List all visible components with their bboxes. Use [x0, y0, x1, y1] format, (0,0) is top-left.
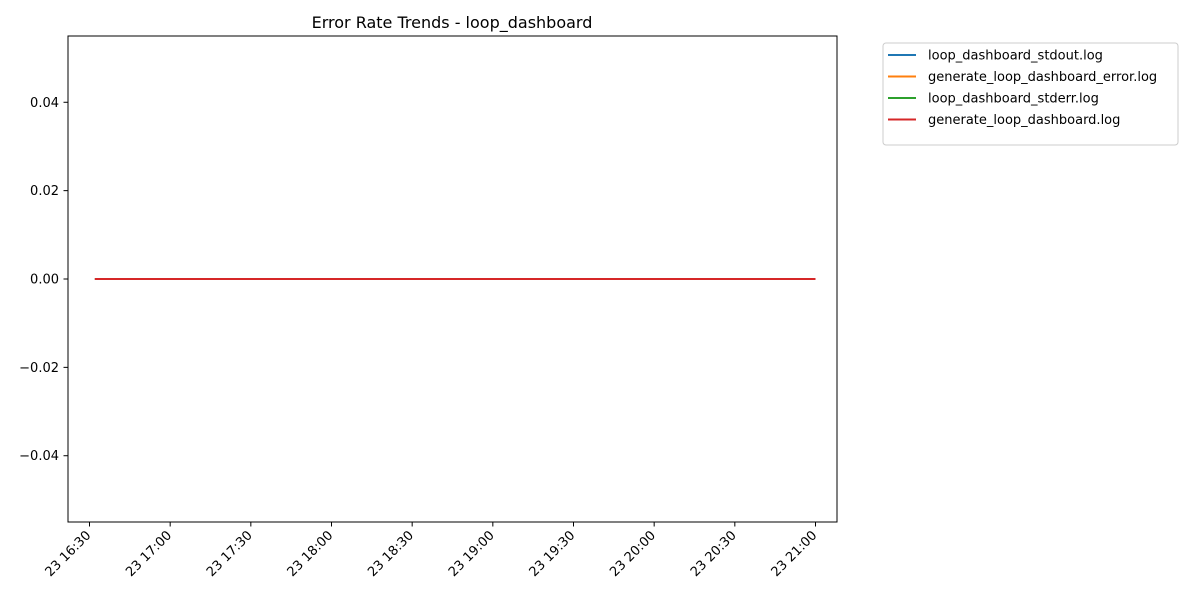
y-tick-label: 0.00 — [30, 273, 59, 288]
x-tick-label: 23 17:00 — [123, 528, 175, 580]
x-tick-label: 23 18:30 — [365, 528, 417, 580]
x-tick-label: 23 18:00 — [285, 528, 337, 580]
y-tick-label: 0.02 — [30, 184, 59, 199]
chart-title: Error Rate Trends - loop_dashboard — [312, 13, 593, 33]
y-axis: 0.04 0.02 0.00 −0.02 −0.04 — [19, 96, 68, 464]
legend-label: generate_loop_dashboard.log — [928, 113, 1120, 128]
x-tick-label: 23 19:00 — [446, 528, 498, 580]
x-tick-label: 23 19:30 — [527, 528, 579, 580]
x-tick-label: 23 20:30 — [688, 528, 740, 580]
legend-box — [882, 42, 1179, 146]
legend-label: generate_loop_dashboard_error.log — [928, 70, 1157, 85]
legend-label: loop_dashboard_stderr.log — [928, 92, 1099, 107]
x-axis: 23 16:30 23 17:00 23 17:30 23 18:00 23 18:30… — [43, 522, 821, 580]
y-tick-label: −0.04 — [19, 449, 59, 464]
x-tick-label: 23 17:30 — [204, 528, 256, 580]
x-tick-label: 23 16:30 — [43, 528, 95, 580]
x-tick-label: 23 20:00 — [607, 528, 659, 580]
y-tick-label: 0.04 — [30, 96, 59, 111]
legend-label: loop_dashboard_stdout.log — [928, 49, 1103, 64]
x-tick-label: 23 21:00 — [769, 528, 821, 580]
legend: loop_dashboard_stdout.log generate_loop_d… — [882, 42, 1179, 146]
y-tick-label: −0.02 — [19, 361, 59, 376]
